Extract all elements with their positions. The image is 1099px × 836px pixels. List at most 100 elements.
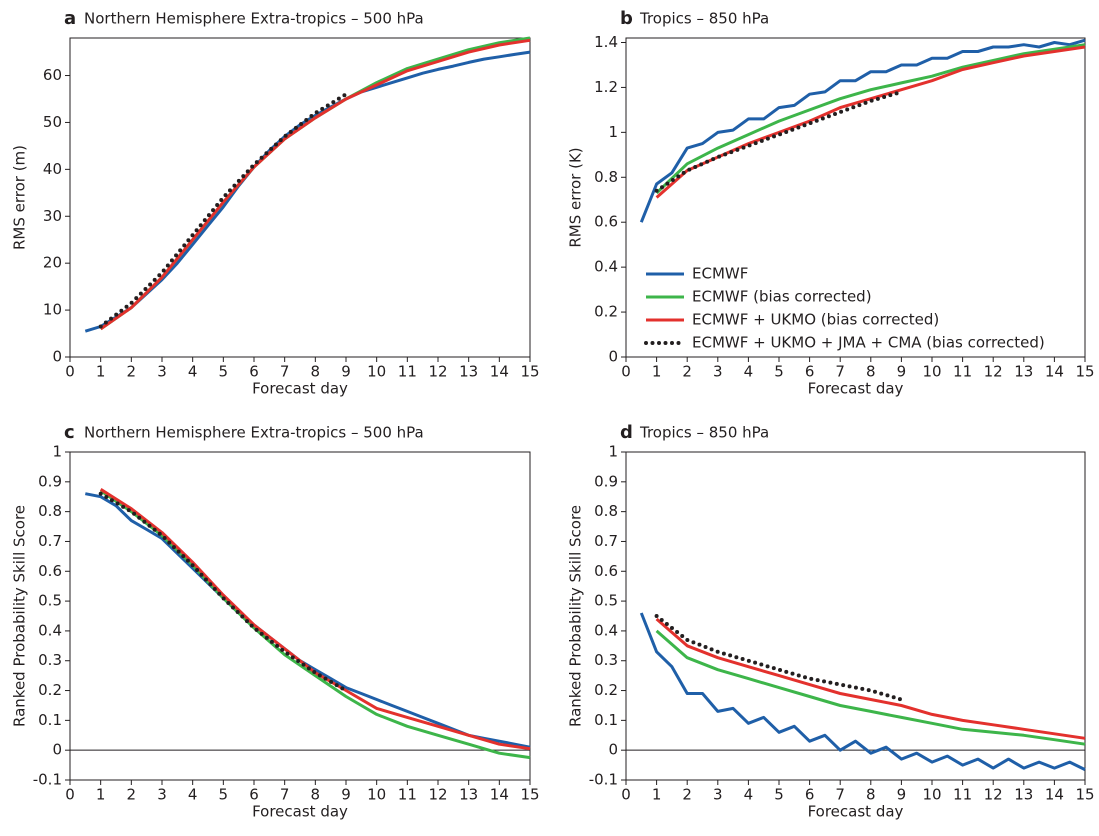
x-tick-label: 3 — [713, 363, 723, 381]
y-tick-label: 0.3 — [594, 651, 618, 669]
panel-label: b — [620, 8, 633, 29]
x-tick-label: 6 — [249, 786, 259, 804]
series-line — [654, 614, 904, 702]
y-tick-label: 0.2 — [594, 303, 618, 321]
series-line — [655, 617, 1086, 740]
series-line — [98, 491, 348, 693]
plot-frame — [69, 37, 531, 358]
legend-label: ECMWF + UKMO (bias corrected) — [692, 311, 939, 329]
series-line — [84, 50, 531, 333]
y-tick-label: 0.5 — [38, 592, 62, 610]
series-line — [99, 489, 531, 760]
y-axis-label: Ranked Probability Skill Score — [11, 505, 29, 727]
x-tick-label: 6 — [249, 363, 259, 381]
y-tick-label: 0.5 — [594, 592, 618, 610]
y-tick-label: 0.3 — [38, 651, 62, 669]
y-tick-label: 10 — [43, 301, 62, 319]
series-line — [639, 38, 1086, 223]
y-tick-label: 0 — [608, 741, 618, 759]
y-tick-label: 1 — [52, 443, 62, 461]
x-tick-label: 2 — [127, 786, 137, 804]
x-tick-label: 0 — [65, 786, 75, 804]
x-tick-label: 2 — [682, 786, 692, 804]
x-tick-label: 12 — [984, 363, 1003, 381]
x-tick-label: 4 — [188, 363, 198, 381]
x-tick-label: 14 — [1045, 363, 1064, 381]
x-tick-label: 2 — [682, 363, 692, 381]
x-tick-label: 8 — [866, 363, 876, 381]
series-line — [85, 492, 531, 749]
y-tick-label: 50 — [43, 113, 62, 131]
y-tick-label: 1 — [608, 123, 618, 141]
y-tick-label: -0.1 — [589, 771, 618, 789]
y-tick-label: 1.2 — [594, 78, 618, 96]
x-tick-label: 5 — [774, 786, 784, 804]
x-tick-label: 0 — [621, 786, 631, 804]
legend-label: ECMWF (bias corrected) — [692, 288, 872, 306]
x-tick-label: 8 — [311, 786, 321, 804]
y-tick-label: 0.4 — [594, 621, 618, 639]
legend-label: ECMWF + UKMO + JMA + CMA (bias corrected… — [692, 334, 1045, 352]
x-tick-label: 15 — [1075, 363, 1094, 381]
y-tick-label: 0.1 — [38, 711, 62, 729]
y-tick-label: 0.6 — [38, 562, 62, 580]
y-tick-label: 0 — [52, 741, 62, 759]
x-tick-label: 11 — [953, 363, 972, 381]
y-tick-label: -0.1 — [33, 771, 62, 789]
y-tick-label: 1 — [608, 443, 618, 461]
x-tick-label: 14 — [490, 786, 509, 804]
legend-label: ECMWF — [692, 265, 748, 283]
x-tick-label: 1 — [652, 786, 662, 804]
y-axis-label: RMS error (m) — [11, 145, 29, 250]
x-tick-label: 7 — [835, 363, 845, 381]
plot-frame — [625, 451, 1086, 781]
x-tick-label: 9 — [341, 363, 351, 381]
x-tick-label: 11 — [953, 786, 972, 804]
x-tick-label: 5 — [219, 786, 229, 804]
x-tick-label: 10 — [922, 786, 941, 804]
panel-label: c — [64, 422, 75, 443]
y-tick-label: 30 — [43, 207, 62, 225]
series-line — [99, 38, 531, 331]
panel-title: Tropics – 850 hPa — [639, 424, 769, 442]
y-tick-label: 0.7 — [38, 532, 62, 550]
x-tick-label: 3 — [713, 786, 723, 804]
y-tick-label: 0.8 — [38, 502, 62, 520]
y-tick-label: 0.9 — [38, 472, 62, 490]
x-tick-label: 10 — [367, 786, 386, 804]
y-axis-label: RMS error (K) — [567, 147, 585, 247]
panel-title: Northern Hemisphere Extra-tropics – 500 … — [84, 10, 424, 28]
x-tick-label: 8 — [311, 363, 321, 381]
x-tick-label: 9 — [897, 363, 907, 381]
series-line — [655, 629, 1086, 746]
y-tick-label: 0.6 — [594, 562, 618, 580]
x-axis-label: Forecast day — [808, 803, 904, 821]
x-tick-label: 14 — [1045, 786, 1064, 804]
y-tick-label: 0 — [608, 348, 618, 366]
y-tick-label: 0.7 — [594, 532, 618, 550]
y-tick-label: 20 — [43, 254, 62, 272]
y-tick-label: 0 — [52, 348, 62, 366]
x-tick-label: 1 — [652, 363, 662, 381]
x-tick-label: 6 — [805, 363, 815, 381]
x-tick-label: 15 — [520, 363, 539, 381]
x-tick-label: 3 — [157, 363, 167, 381]
series-line — [98, 92, 348, 329]
panel-label: a — [64, 8, 76, 29]
x-tick-label: 5 — [774, 363, 784, 381]
y-tick-label: 0.2 — [594, 681, 618, 699]
y-tick-label: 0.9 — [594, 472, 618, 490]
x-tick-label: 13 — [459, 363, 478, 381]
series-line — [99, 488, 531, 751]
y-tick-label: 0.4 — [594, 258, 618, 276]
x-tick-label: 9 — [341, 786, 351, 804]
x-tick-label: 5 — [219, 363, 229, 381]
x-tick-label: 13 — [1014, 363, 1033, 381]
x-tick-label: 0 — [621, 363, 631, 381]
y-axis-label: Ranked Probability Skill Score — [567, 505, 585, 727]
x-tick-label: 2 — [127, 363, 137, 381]
series-line — [654, 89, 904, 193]
x-tick-label: 3 — [157, 786, 167, 804]
x-tick-label: 4 — [744, 786, 754, 804]
x-axis-label: Forecast day — [252, 380, 348, 398]
